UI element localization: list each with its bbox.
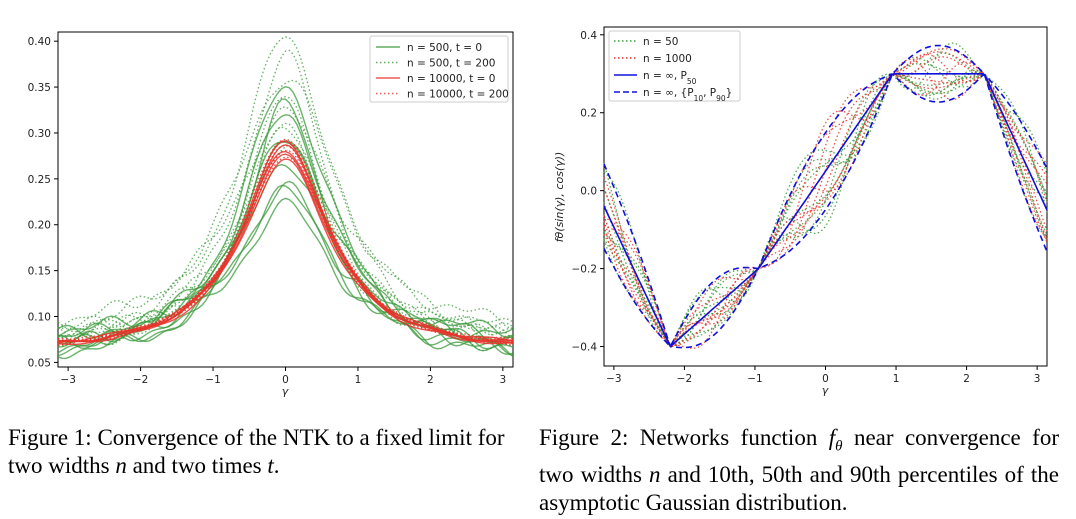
chart1-xtick-label: 3 bbox=[500, 374, 507, 386]
chart2-sample-line bbox=[603, 73, 1048, 348]
chart1-ytick-label: 0.10 bbox=[28, 312, 51, 324]
figure2-text-c: and 10th, 50th and 90th percentiles of t… bbox=[539, 461, 1059, 515]
chart1-ytick-label: 0.15 bbox=[28, 266, 51, 278]
chart1-ytick-label: 0.05 bbox=[28, 357, 51, 369]
chart1-series-line bbox=[58, 139, 514, 342]
chart1-series-line bbox=[57, 126, 514, 344]
chart1-series-line bbox=[57, 156, 514, 344]
chart2-xtick-label: −2 bbox=[677, 373, 692, 385]
chart1-series-line bbox=[58, 153, 514, 342]
figure1-caption: Figure 1: Convergence of the NTK to a fi… bbox=[8, 424, 528, 480]
chart2-sample-line bbox=[603, 61, 1048, 348]
chart1-xtick-label: −3 bbox=[60, 374, 75, 386]
chart1-legend-label: n = 500, t = 200 bbox=[407, 58, 495, 70]
figure2-text-b: near convergence for two widths bbox=[539, 425, 1059, 487]
chart2-ytick-label: 0.4 bbox=[580, 30, 597, 42]
chart1-xtick-label: 0 bbox=[282, 374, 289, 386]
chart1-series-line bbox=[57, 79, 514, 333]
chart1-series-line bbox=[57, 140, 514, 350]
chart1-series-line bbox=[57, 122, 514, 352]
chart2-sample-line bbox=[603, 69, 1048, 348]
chart1-series-line bbox=[57, 98, 514, 355]
chart2-xtick-label: 3 bbox=[1034, 373, 1041, 385]
figure2-text-a: Networks function bbox=[628, 425, 829, 450]
chart1-series-line bbox=[57, 106, 514, 329]
chart1-xtick-label: 1 bbox=[355, 374, 362, 386]
network-function-chart: −3 −2 −1 0 1 2 3 −0.4 −0.2 0.0 0.2 0.4 γ fθ(sin(γ)… bbox=[553, 26, 1048, 397]
chart1-series-line bbox=[57, 36, 514, 343]
figure2-f: f bbox=[828, 425, 836, 450]
chart2-sample-line bbox=[603, 62, 1048, 348]
chart2-ytick-label: −0.4 bbox=[572, 342, 598, 354]
chart1-legend-label: n = 10000, t = 200 bbox=[407, 89, 509, 101]
chart1-xtick-label: −2 bbox=[133, 374, 148, 386]
ntk-convergence-chart: −3 −2 −1 0 1 2 3 0.05 0.10 0.15 0.20 0.25 0.30 0.35 0… bbox=[28, 31, 514, 398]
figure2-n: n bbox=[649, 461, 661, 487]
chart1-xtick-label: −1 bbox=[205, 374, 220, 386]
chart1-xtick-label: 2 bbox=[427, 374, 434, 386]
chart2-xlabel: γ bbox=[822, 384, 829, 397]
chart2-ytick-label: 0.2 bbox=[580, 108, 597, 120]
chart1-ytick-label: 0.35 bbox=[28, 82, 51, 94]
chart1-series-line bbox=[57, 140, 514, 345]
chart1-series-line bbox=[57, 149, 514, 344]
chart2-sample-line bbox=[603, 58, 1048, 349]
chart1-ytick-label: 0.30 bbox=[28, 128, 51, 140]
figure1-text-c: . bbox=[273, 453, 280, 478]
chart2-p10-line bbox=[603, 44, 1048, 348]
chart2-sample-line bbox=[603, 71, 1048, 348]
chart1-series-line bbox=[57, 144, 514, 340]
chart2-p50-line bbox=[603, 73, 1048, 348]
figure2-label: Figure 2: bbox=[539, 425, 629, 450]
chart1-series-line bbox=[57, 138, 514, 346]
chart2-sample-line bbox=[603, 73, 1048, 348]
chart2-ytick-label: 0.0 bbox=[580, 186, 597, 198]
figure1-t: t bbox=[267, 453, 274, 478]
chart1-xlabel: γ bbox=[282, 385, 289, 398]
chart1-series-line bbox=[57, 163, 514, 340]
figure2-theta: θ bbox=[835, 438, 843, 455]
chart2-xtick-label: 2 bbox=[963, 373, 970, 385]
chart2-sample-line bbox=[603, 51, 1048, 348]
chart2-sample-line bbox=[603, 73, 1048, 348]
chart1-series-line bbox=[57, 49, 514, 344]
chart2-sample-line bbox=[603, 73, 1048, 348]
chart2-sample-line bbox=[603, 70, 1048, 348]
chart2-legend-label: n = 1000 bbox=[643, 53, 692, 65]
chart1-series-line bbox=[57, 150, 514, 343]
figure1-text-a: Convergence of the NTK to a fixed limit … bbox=[8, 425, 505, 478]
chart1-series-line bbox=[57, 143, 514, 339]
chart2-sample-line bbox=[603, 56, 1048, 348]
figure1-label: Figure 1: bbox=[8, 425, 92, 450]
chart1-series-line bbox=[58, 95, 514, 336]
chart2-p90-line bbox=[603, 73, 1048, 349]
chart1-legend: n = 500, t = 0 n = 500, t = 200 n = 10000,… bbox=[369, 35, 509, 103]
figure1-text-b: and two times bbox=[126, 453, 268, 478]
chart1-ytick-label: 0.40 bbox=[28, 36, 51, 48]
chart2-ytick-label: −0.2 bbox=[572, 264, 598, 276]
chart2-xtick-label: 1 bbox=[893, 373, 900, 385]
chart1-series-line bbox=[57, 141, 514, 344]
chart1-series-line bbox=[57, 85, 514, 352]
chart2-xtick-label: 0 bbox=[822, 373, 829, 385]
chart1-series-line bbox=[57, 180, 514, 360]
chart2-legend-label: n = 50 bbox=[643, 36, 679, 48]
chart2-legend-label: n = ∞, P50 bbox=[643, 70, 697, 86]
figure2-caption: Figure 2: Networks function fθ near conv… bbox=[539, 424, 1059, 517]
chart2-ylabel: fθ(sin(γ), cos(γ)) bbox=[553, 152, 566, 243]
chart2-legend-label: n = ∞, {P10, P90} bbox=[643, 87, 732, 103]
chart1-ytick-label: 0.20 bbox=[28, 220, 51, 232]
chart1-legend-label: n = 10000, t = 0 bbox=[407, 73, 495, 85]
figure1-n: n bbox=[115, 453, 127, 478]
chart1-series-line bbox=[57, 144, 514, 343]
chart1-ytick-label: 0.25 bbox=[28, 174, 51, 186]
chart1-legend-label: n = 500, t = 0 bbox=[407, 42, 482, 54]
chart1-series-line bbox=[57, 197, 514, 357]
chart2-xtick-label: −3 bbox=[606, 373, 621, 385]
chart2-xtick-label: −1 bbox=[747, 373, 762, 385]
